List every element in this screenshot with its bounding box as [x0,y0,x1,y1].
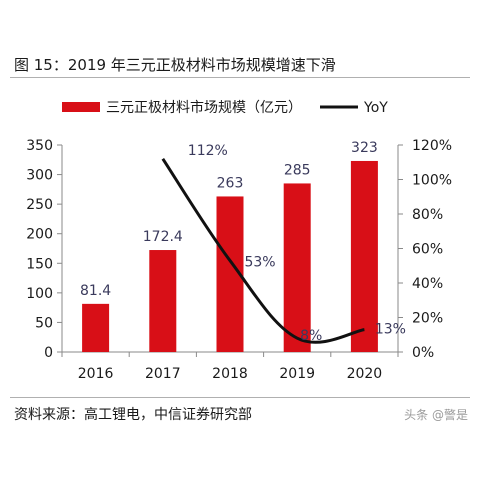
bar-data-label: 285 [284,162,311,178]
bar-data-label: 323 [351,140,378,156]
bar-data-label: 81.4 [80,283,111,299]
bar-data-label: 172.4 [143,229,183,245]
title-divider [10,77,470,78]
source-note: 资料来源：高工锂电，中信证券研究部 [14,407,252,423]
bar [82,303,110,352]
y-left-tick-label: 150 [26,256,53,272]
yoy-series: 112% 53% 8% 13% [161,143,406,344]
y-right-tick-label: 20% [412,311,443,327]
y-left-tick-label: 350 [26,138,53,154]
legend-swatch-bar [62,102,100,112]
watermark-text: 头条 @警是 [404,408,468,422]
y-right-tick-label: 120% [412,138,452,154]
bar [350,160,378,352]
y-left-tick-label: 250 [26,197,53,213]
y-right-tick-label: 0% [412,345,434,361]
y-left-tick-label: 0 [44,345,53,361]
y-right-tick-label: 100% [412,173,452,189]
y-right-tick-label: 40% [412,276,443,292]
x-tick-label: 2017 [145,366,181,382]
source-divider [10,397,470,398]
y-left-tick-label: 50 [35,315,53,331]
y-right-tick-label: 80% [412,207,443,223]
x-tick-label: 2016 [78,366,114,382]
legend-label-line: YoY [363,100,388,116]
bar [283,183,311,352]
x-tick-label: 2019 [279,366,315,382]
y-left-tick-label: 100 [26,286,53,302]
chart-title: 图 15：2019 年三元正极材料市场规模增速下滑 [14,56,336,74]
x-tick-label: 2018 [212,366,248,382]
yoy-data-label: 112% [188,143,228,159]
legend-label-bar: 三元正极材料市场规模（亿元） [106,99,302,116]
bar-data-label: 263 [217,175,244,191]
yoy-data-label: 53% [244,255,275,271]
bar-series: 81.4 172.4 263 285 323 [80,140,378,352]
combo-chart: 三元正极材料市场规模（亿元） YoY 0 50 100 150 200 250 300 350… [26,99,452,382]
axes: 0 50 100 150 200 250 300 350 0% 20% 40% 60% 80% 100% 1… [26,138,452,382]
y-left-tick-label: 300 [26,168,53,184]
yoy-line [161,157,365,344]
legend: 三元正极材料市场规模（亿元） YoY [62,99,388,116]
y-right-tick-label: 60% [412,242,443,258]
yoy-data-label: 8% [300,328,322,344]
x-tick-label: 2020 [347,366,383,382]
bar [149,250,177,352]
y-left-tick-label: 200 [26,227,53,243]
yoy-data-label: 13% [375,322,406,338]
